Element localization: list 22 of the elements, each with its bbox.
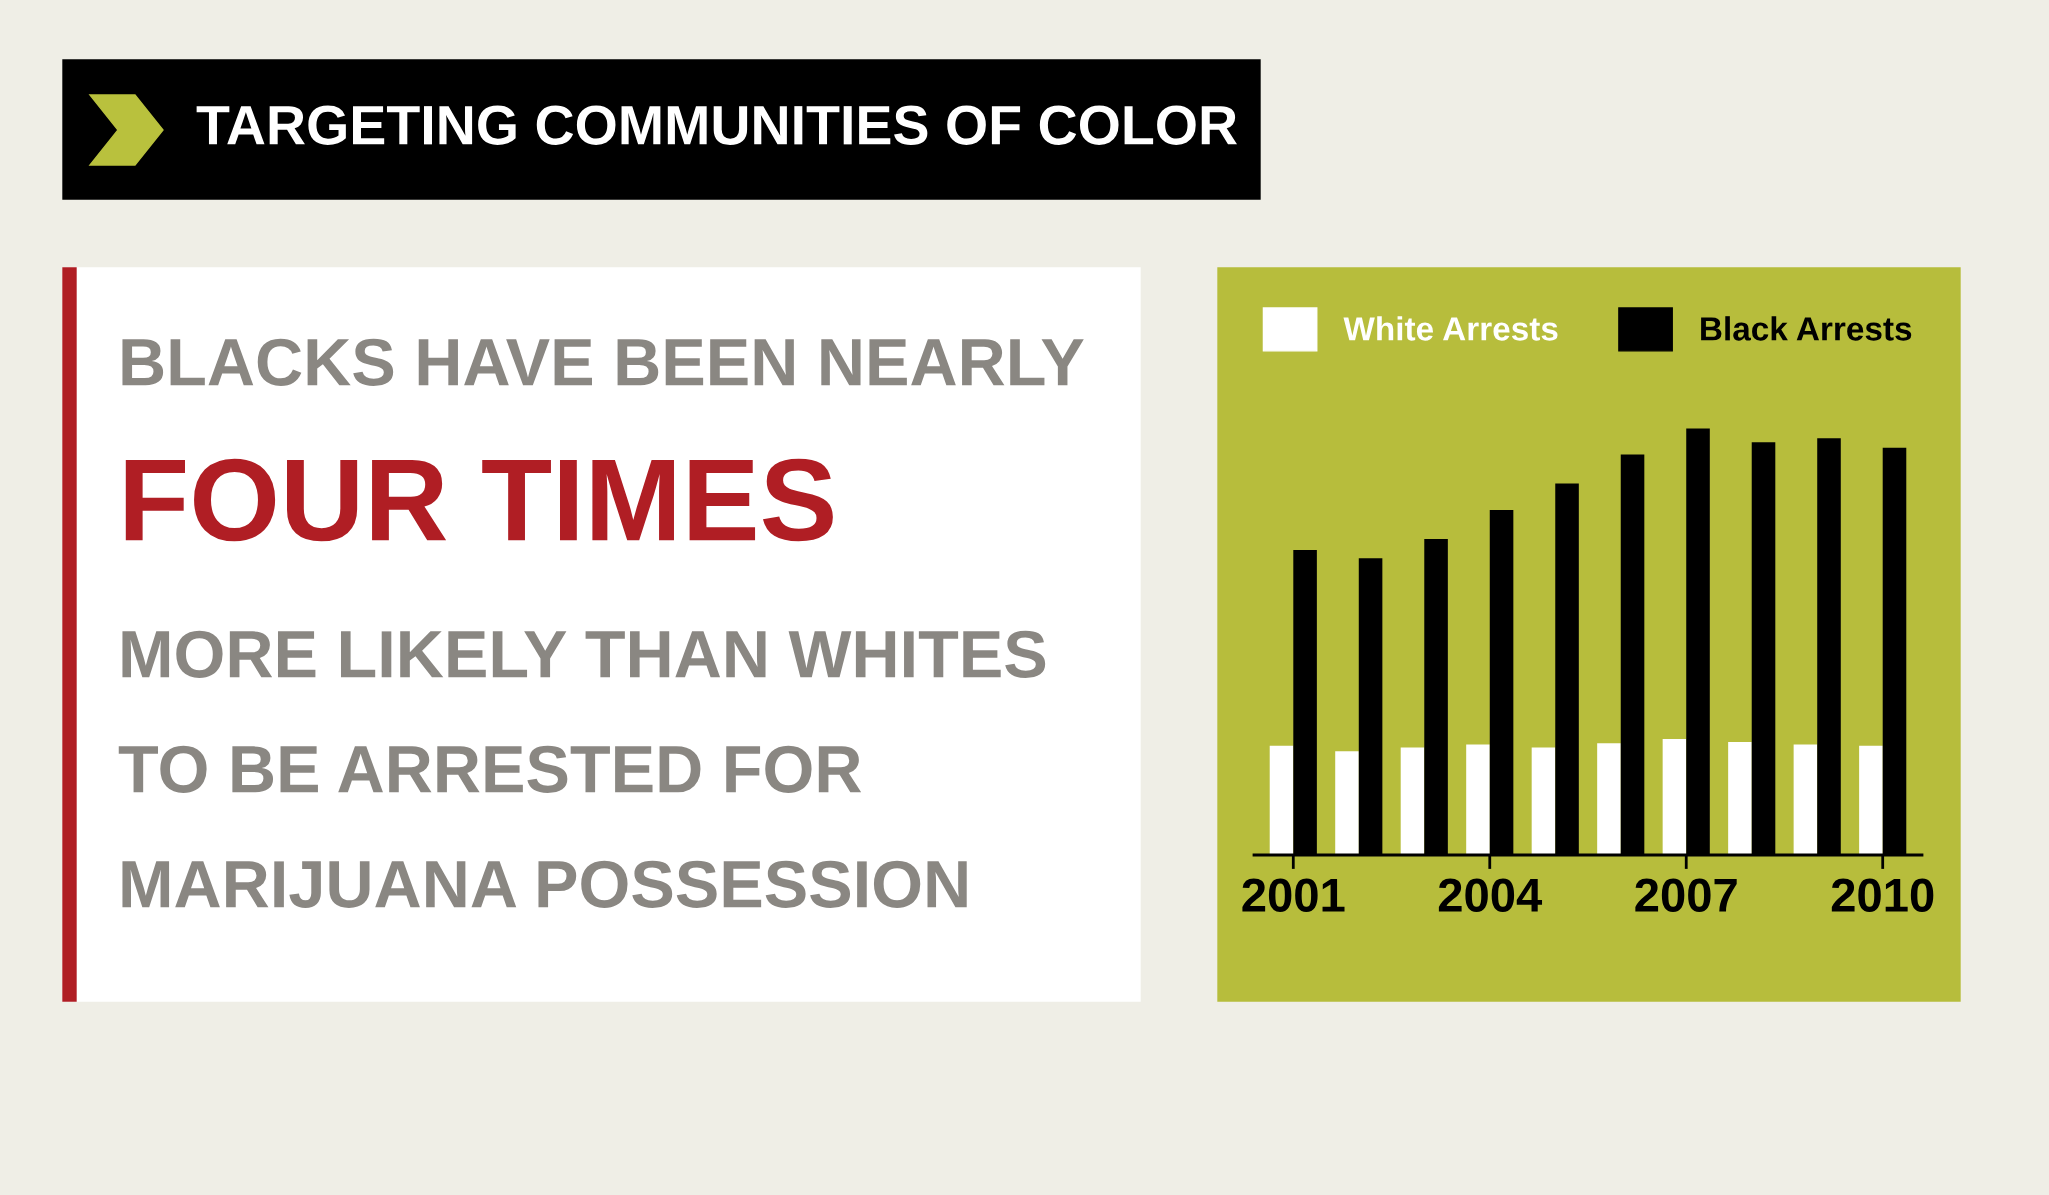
text: FOUR TIMES <box>125 458 833 542</box>
legend-label: Black Arrests <box>1701 316 1912 341</box>
x-tick-label: 2004 <box>1438 878 1543 912</box>
text: TARGETING COMMUNITIES OF COLOR <box>196 105 1238 145</box>
bar <box>1793 744 1818 855</box>
text: BLACKS HAVE BEEN NEARLY <box>122 338 1084 386</box>
x-tick-label: 2001 <box>1242 878 1345 912</box>
x-tick-label: 2010 <box>1831 878 1934 912</box>
bar <box>1728 741 1752 855</box>
bar <box>1269 745 1294 855</box>
bar <box>1400 747 1425 855</box>
bar <box>1859 745 1883 855</box>
bar <box>1466 744 1490 855</box>
text: TO BE ARRESTED FOR <box>118 745 862 793</box>
bar <box>1531 747 1556 855</box>
x-tick-label: 2007 <box>1635 878 1737 912</box>
bar <box>1335 751 1359 855</box>
text: MORE LIKELY THAN WHITES <box>122 630 1046 678</box>
legend-label: White Arrests <box>1343 316 1558 341</box>
bar <box>1597 743 1621 855</box>
text: MARIJUANA POSSESSION <box>122 860 967 908</box>
bar <box>1662 739 1687 855</box>
